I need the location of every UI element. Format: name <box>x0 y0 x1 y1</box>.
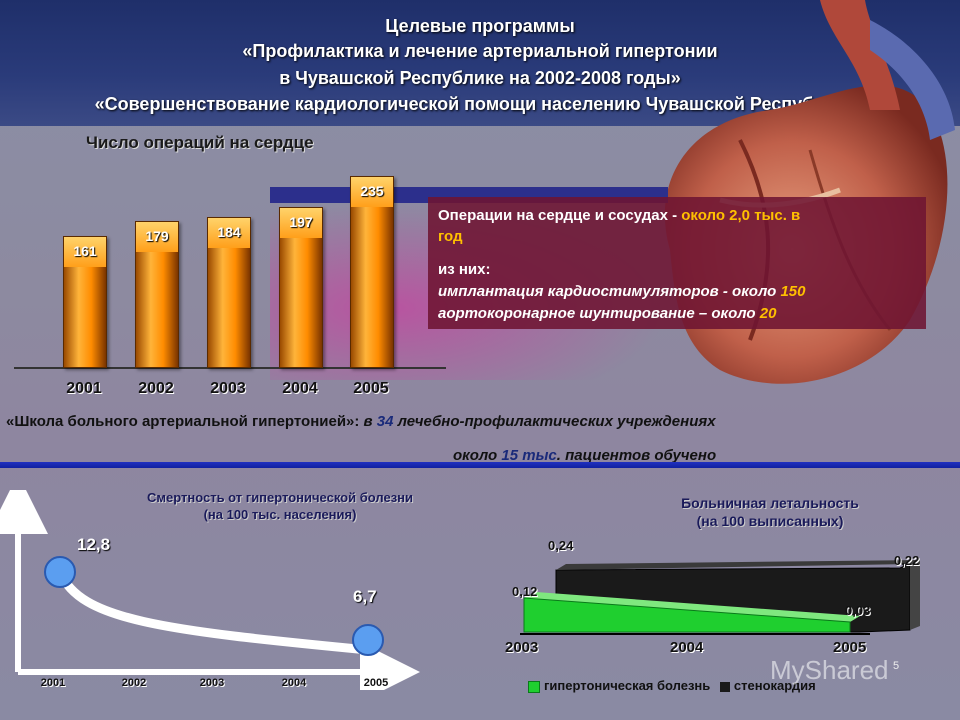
mortality-label-2001: 12,8 <box>77 535 111 554</box>
school-line1: «Школа больного артериальной гипертонией… <box>6 413 716 430</box>
operations-x-label-2001: 2001 <box>66 380 102 397</box>
lethality-x-2003: 2003 <box>505 639 539 656</box>
mortality-label-2005: 6,7 <box>353 587 377 606</box>
header-line2: «Профилактика и лечение артериальной гип… <box>242 41 718 61</box>
operations-chart-title: Число операций на сердце <box>86 133 314 152</box>
mortality-trend-line <box>55 570 369 655</box>
operations-x-label-2002: 2002 <box>138 380 174 397</box>
mortality-title-line1: Смертность от гипертонической болезни <box>146 490 413 505</box>
mortality-x-label-2002: 2002 <box>121 677 147 689</box>
school-mid2: лечебно-профилактических учреждениях <box>393 413 716 430</box>
info-line4: аортокоронарное шунтирование – около 20 <box>438 305 776 322</box>
operations-bar-2002: 179 <box>135 221 179 368</box>
lethality-x-2005: 2005 <box>833 639 867 656</box>
header-line1: Целевые программы <box>385 16 575 36</box>
bar-cap <box>280 208 322 238</box>
page-number: 5 <box>893 660 900 672</box>
school-mid1: в <box>359 413 377 430</box>
operations-bar-label-2004: 197 <box>289 214 313 230</box>
lethality-title-line2: (на 100 выписанных) <box>696 513 844 529</box>
lethality-legend: гипертоническая болезнь стенокардия <box>528 678 816 693</box>
operations-bar-2005: 235 <box>350 176 394 368</box>
operations-bar-label-2003: 184 <box>217 224 241 240</box>
legend-green-swatch <box>528 680 540 693</box>
operations-x-axis <box>14 367 446 369</box>
bar-cap <box>208 218 250 248</box>
mortality-x-label-2003: 2003 <box>199 677 225 689</box>
operations-bar-label-2001: 161 <box>73 243 97 259</box>
lethality-hypertension-end: 0,03 <box>845 603 871 618</box>
school-line2-value: 15 тыс <box>501 447 557 464</box>
info-line4-prefix: аортокоронарное шунтирование – около <box>438 305 760 322</box>
school-prefix: «Школа больного артериальной гипертонией… <box>6 413 360 430</box>
stenocardia-side <box>910 560 920 630</box>
lethality-title-line1: Больничная летальность <box>681 495 859 511</box>
info-line3-prefix: имплантация кардиостимуляторов - около <box>438 283 781 300</box>
info-line3-value: 150 <box>780 283 806 300</box>
mortality-title-line2: (на 100 тыс. населения) <box>203 507 357 522</box>
mortality-x-label-2001: 2001 <box>40 677 66 689</box>
school-line2-prefix: около <box>453 447 502 464</box>
info-line1b: год <box>438 228 463 245</box>
info-line3: имплантация кардиостимуляторов - около 1… <box>438 283 805 300</box>
school-count: 34 <box>376 413 394 430</box>
lethality-stenocardia-end: 0,22 <box>894 553 920 568</box>
operations-info-box: Операции на сердце и сосудах - около 2,0… <box>428 197 926 329</box>
bar-cap <box>64 237 106 267</box>
mortality-point-2001 <box>44 556 76 588</box>
section-divider <box>0 462 960 468</box>
mortality-x-label-2005: 2005 <box>363 677 389 689</box>
hypertension-area <box>523 597 851 633</box>
watermark: MyShared <box>770 655 889 685</box>
school-line2: около 15 тыс. пациентов обучено <box>453 447 716 464</box>
lethality-chart <box>520 560 920 635</box>
operations-bar-2003: 184 <box>207 217 251 368</box>
info-line2: из них: <box>438 261 491 278</box>
operations-bar-2004: 197 <box>279 207 323 368</box>
lethality-x-2004: 2004 <box>670 639 704 656</box>
operations-x-label-2004: 2004 <box>282 380 318 397</box>
info-line1-highlight: около 2,0 тыс. в <box>681 207 801 224</box>
mortality-x-label-2004: 2004 <box>281 677 307 689</box>
lethality-hypertension-start: 0,12 <box>512 584 538 599</box>
bar-cap <box>351 177 393 207</box>
operations-x-label-2005: 2005 <box>353 380 389 397</box>
stenocardia-top <box>556 560 920 570</box>
lethality-stenocardia-start: 0,24 <box>548 538 574 553</box>
legend-hypertension: гипертоническая болезнь <box>544 678 711 693</box>
lethality-chart-title: Больничная летальность (на 100 выписанны… <box>630 494 910 530</box>
mortality-chart-title: Смертность от гипертонической болезни (н… <box>110 489 450 523</box>
operations-bar-label-2005: 235 <box>360 183 384 199</box>
info-line4-value: 20 <box>759 305 777 322</box>
bar-cap <box>136 222 178 252</box>
header-line3: в Чувашской Республике на 2002-2008 годы… <box>279 68 681 88</box>
info-line1: Операции на сердце и сосудах - около 2,0… <box>438 207 800 224</box>
header: Целевые программы «Профилактика и лечени… <box>0 0 960 126</box>
header-line4: «Совершенствование кардиологической помо… <box>94 94 866 114</box>
school-line2-suffix: . пациентов обучено <box>556 447 717 464</box>
hypertension-top <box>524 592 860 622</box>
info-line1-prefix: Операции на сердце и сосудах - <box>438 207 682 224</box>
legend-stenocardia: стенокардия <box>733 678 816 693</box>
operations-x-label-2003: 2003 <box>210 380 246 397</box>
operations-bar-label-2002: 179 <box>145 228 169 244</box>
operations-bar-2001: 161 <box>63 236 107 368</box>
legend-black-swatch <box>719 681 730 692</box>
mortality-point-2005 <box>352 624 384 656</box>
mortality-chart <box>0 490 420 690</box>
